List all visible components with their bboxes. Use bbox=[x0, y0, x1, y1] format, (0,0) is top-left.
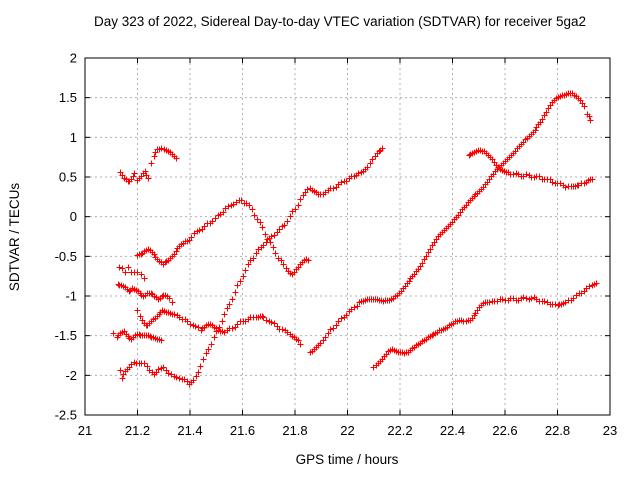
y-tick-label: -0.5 bbox=[55, 249, 77, 264]
y-tick-label: -2 bbox=[65, 368, 77, 383]
y-tick-label: 1 bbox=[70, 130, 77, 145]
data-points-arc-topleft bbox=[117, 145, 180, 185]
data-points-arc-short-descending bbox=[116, 264, 148, 282]
data-points-arc-m-shape bbox=[134, 197, 312, 278]
data-points-arc-row-minus1p5 bbox=[110, 328, 165, 344]
x-tick-label: 22.4 bbox=[440, 423, 465, 438]
x-tick-label: 23 bbox=[603, 423, 617, 438]
x-tick-label: 22.8 bbox=[545, 423, 570, 438]
data-points-arc-bottom-right bbox=[370, 280, 600, 371]
chart-title: Day 323 of 2022, Sidereal Day-to-day VTE… bbox=[94, 14, 586, 29]
y-tick-label: 0 bbox=[70, 209, 77, 224]
x-tick-label: 21.4 bbox=[177, 423, 202, 438]
x-tick-label: 21 bbox=[78, 423, 92, 438]
x-axis-label: GPS time / hours bbox=[295, 452, 399, 467]
x-tick-label: 21.2 bbox=[125, 423, 150, 438]
x-tick-label: 22.2 bbox=[387, 423, 412, 438]
data-points-arc-long-riser bbox=[117, 145, 386, 388]
y-tick-label: -1 bbox=[65, 289, 77, 304]
y-tick-label: -2.5 bbox=[55, 408, 77, 423]
data-points-arc-big-riser bbox=[307, 90, 594, 356]
y-tick-label: 0.5 bbox=[59, 170, 77, 185]
x-tick-label: 21.6 bbox=[230, 423, 255, 438]
data-points-arc-long-band bbox=[134, 307, 304, 348]
x-tick-label: 22 bbox=[340, 423, 354, 438]
x-tick-label: 22.6 bbox=[492, 423, 517, 438]
y-tick-label: 2 bbox=[70, 51, 77, 66]
x-tick-label: 21.8 bbox=[282, 423, 307, 438]
y-tick-label: -1.5 bbox=[55, 328, 77, 343]
y-tick-label: 1.5 bbox=[59, 90, 77, 105]
data-points-arc-flat-band-right bbox=[466, 147, 596, 191]
plot-frame bbox=[84, 57, 611, 416]
data-points-arc-row-minus1 bbox=[115, 281, 176, 306]
